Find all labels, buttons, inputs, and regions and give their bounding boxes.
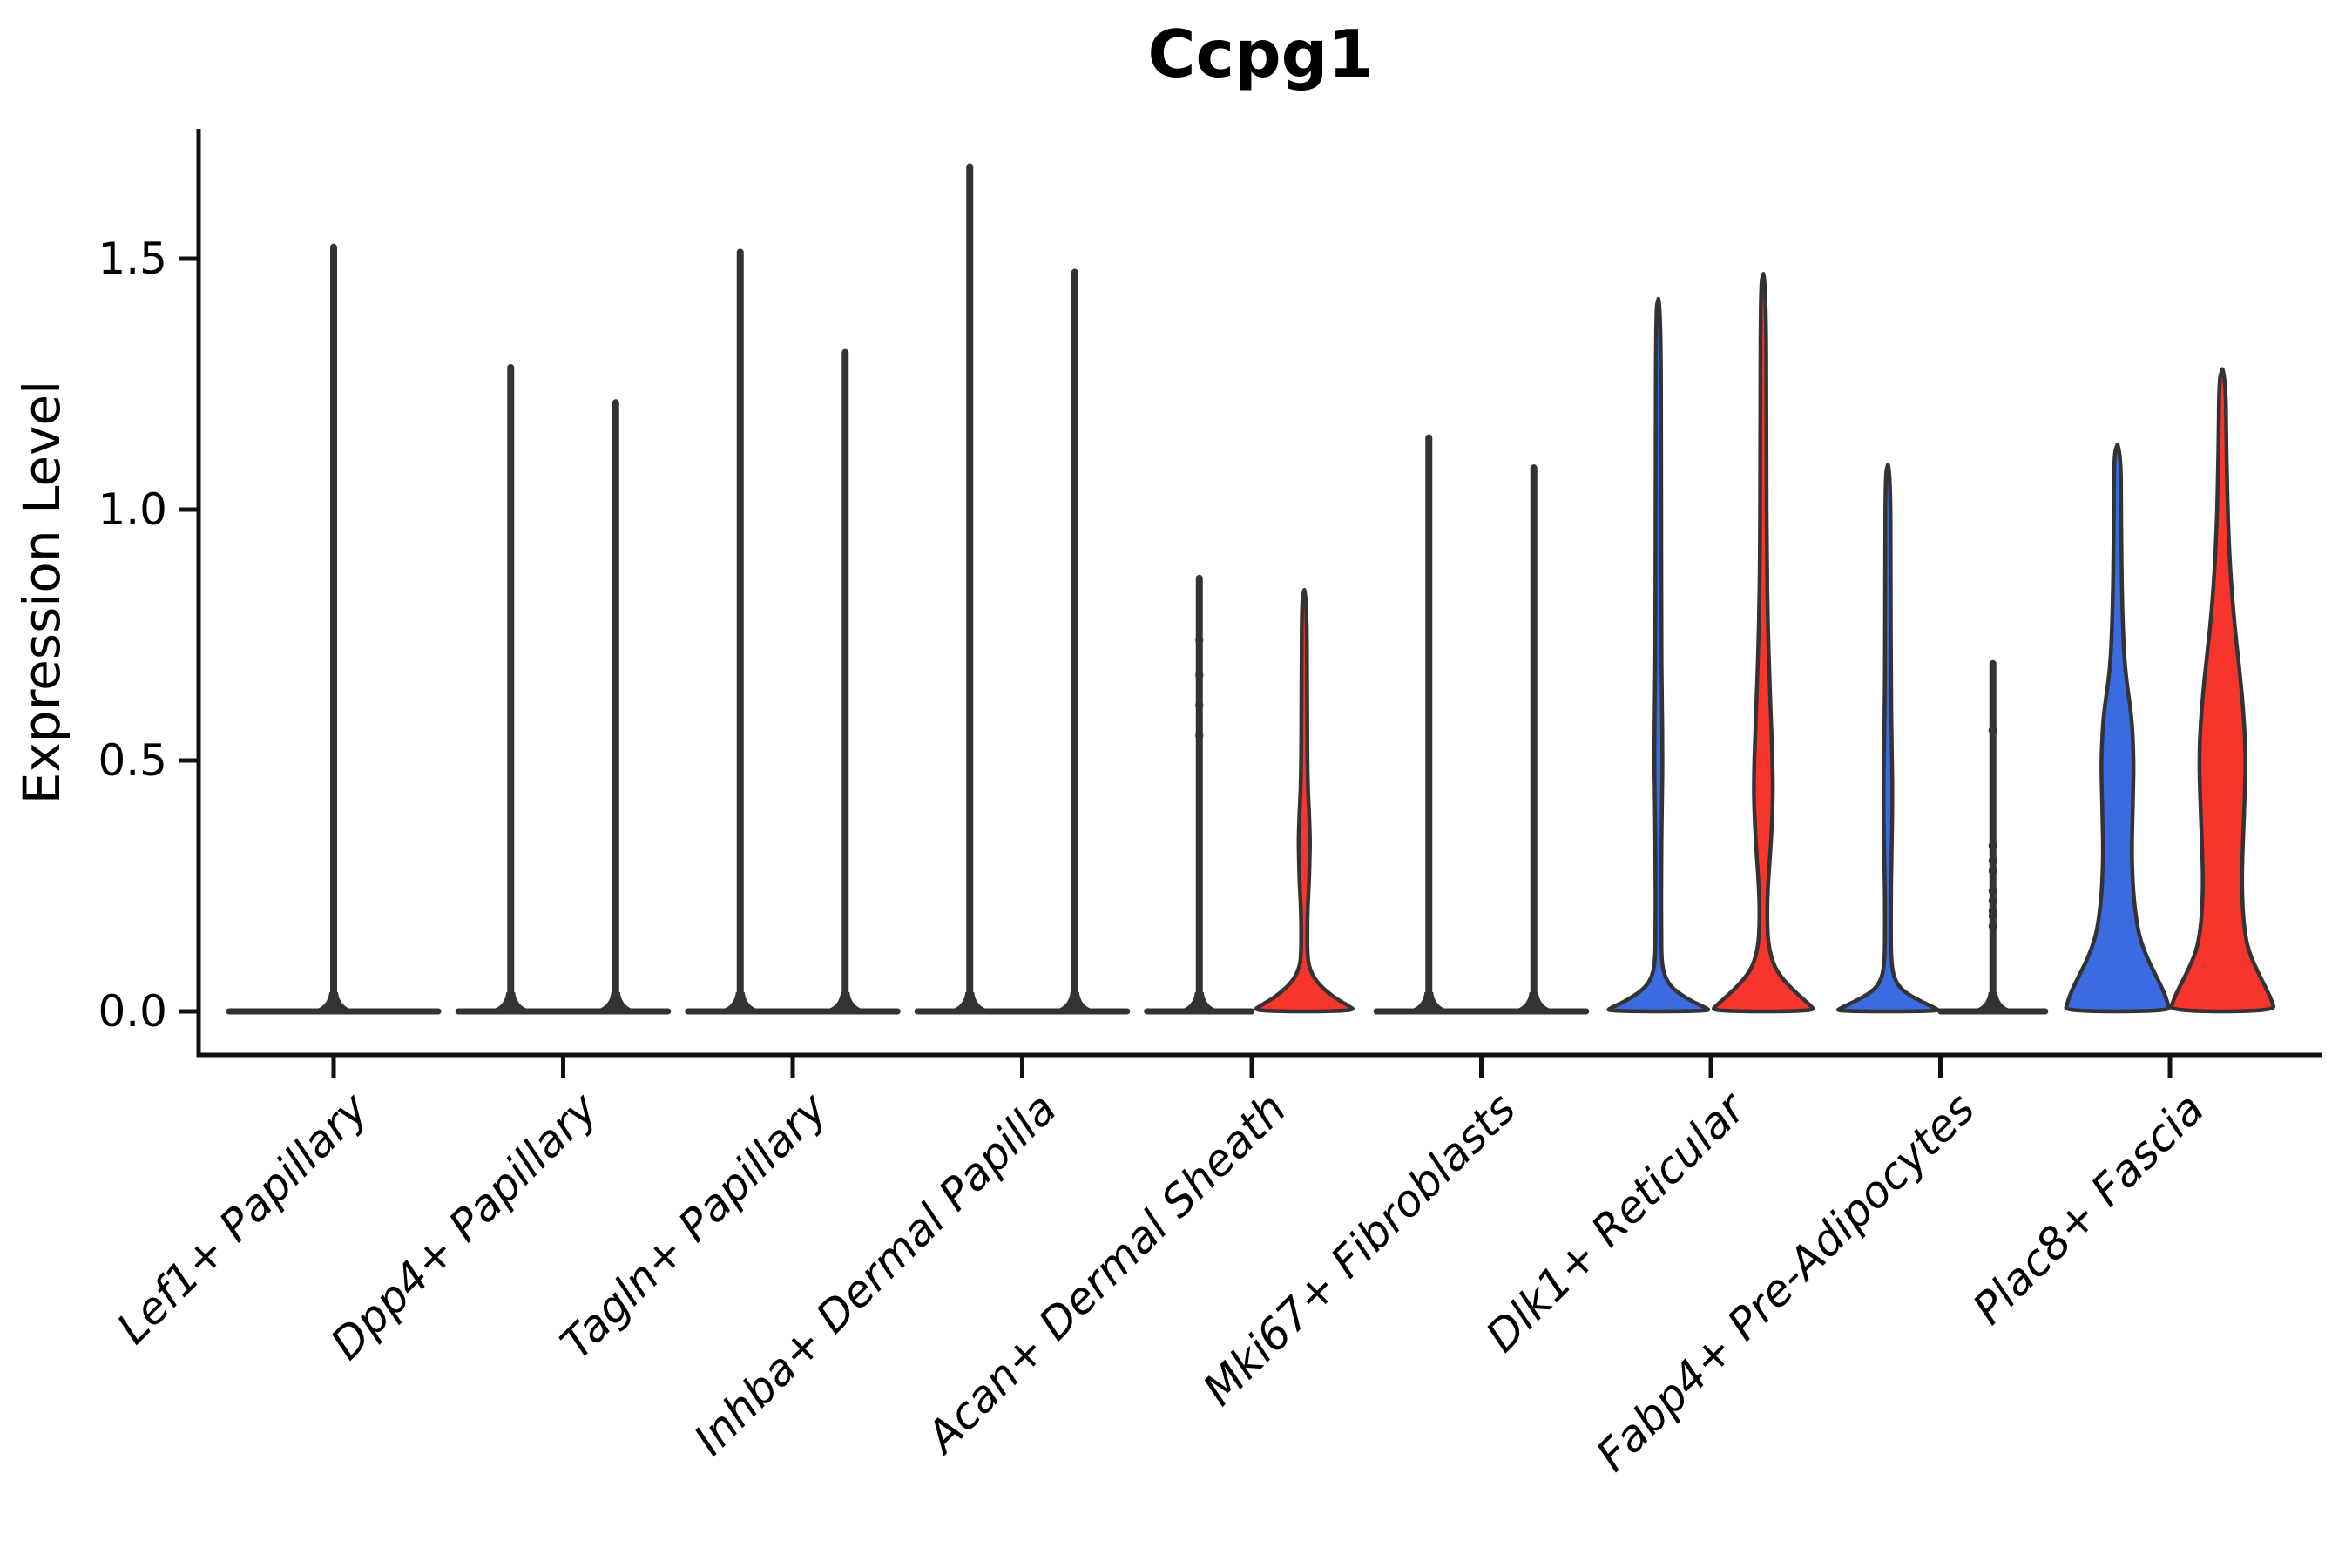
violin-6-left xyxy=(1606,296,1711,1014)
outlier-dot xyxy=(1194,731,1204,740)
violin-4-left xyxy=(1144,574,1255,1015)
violin-5-right xyxy=(1478,464,1590,1015)
violin-2-right xyxy=(789,348,901,1015)
violin-1-left xyxy=(455,363,566,1015)
violin-5-left xyxy=(1373,434,1484,1015)
y-tick-label: 0.0 xyxy=(98,986,167,1037)
axes-layer xyxy=(179,129,2322,1078)
violin-body xyxy=(2064,442,2172,1014)
y-tick-label: 1.0 xyxy=(98,484,167,535)
outlier-dot xyxy=(1988,922,1997,931)
outlier-dot xyxy=(1988,911,1997,921)
violin-7-left xyxy=(1836,462,1940,1014)
y-tick-label: 0.5 xyxy=(98,735,167,786)
outlier-dot xyxy=(1988,866,1997,875)
violin-7-right xyxy=(1937,659,2049,1015)
violin-0-center xyxy=(226,243,442,1015)
y-tick-label: 1.5 xyxy=(98,233,167,284)
violin-body xyxy=(1254,587,1355,1014)
chart-title: Ccpg1 xyxy=(1147,16,1373,92)
violin-4-right xyxy=(1254,587,1355,1014)
violin-3-left xyxy=(914,163,1025,1015)
outlier-dot xyxy=(1194,671,1204,680)
outlier-dot xyxy=(1988,841,1997,850)
outlier-dot xyxy=(1988,726,1997,735)
y-axis-label: Expression Level xyxy=(12,381,71,804)
violin-body xyxy=(1712,272,1815,1014)
violin-body xyxy=(1606,296,1711,1014)
violin-3-right xyxy=(1019,268,1131,1015)
violin-1-right xyxy=(560,399,672,1015)
outlier-dot xyxy=(1988,886,1997,896)
violin-8-left xyxy=(2064,442,2172,1014)
violin-6-right xyxy=(1712,272,1815,1014)
violin-8-right xyxy=(2169,367,2276,1014)
violins-layer xyxy=(226,163,2276,1015)
violin-body xyxy=(2169,367,2276,1014)
outlier-dot xyxy=(1988,896,1997,906)
violin-body xyxy=(1836,462,1940,1014)
outlier-dot xyxy=(1194,700,1204,710)
outlier-dot xyxy=(1194,635,1204,645)
outlier-dot xyxy=(1988,856,1997,866)
violin-2-left xyxy=(685,248,796,1015)
